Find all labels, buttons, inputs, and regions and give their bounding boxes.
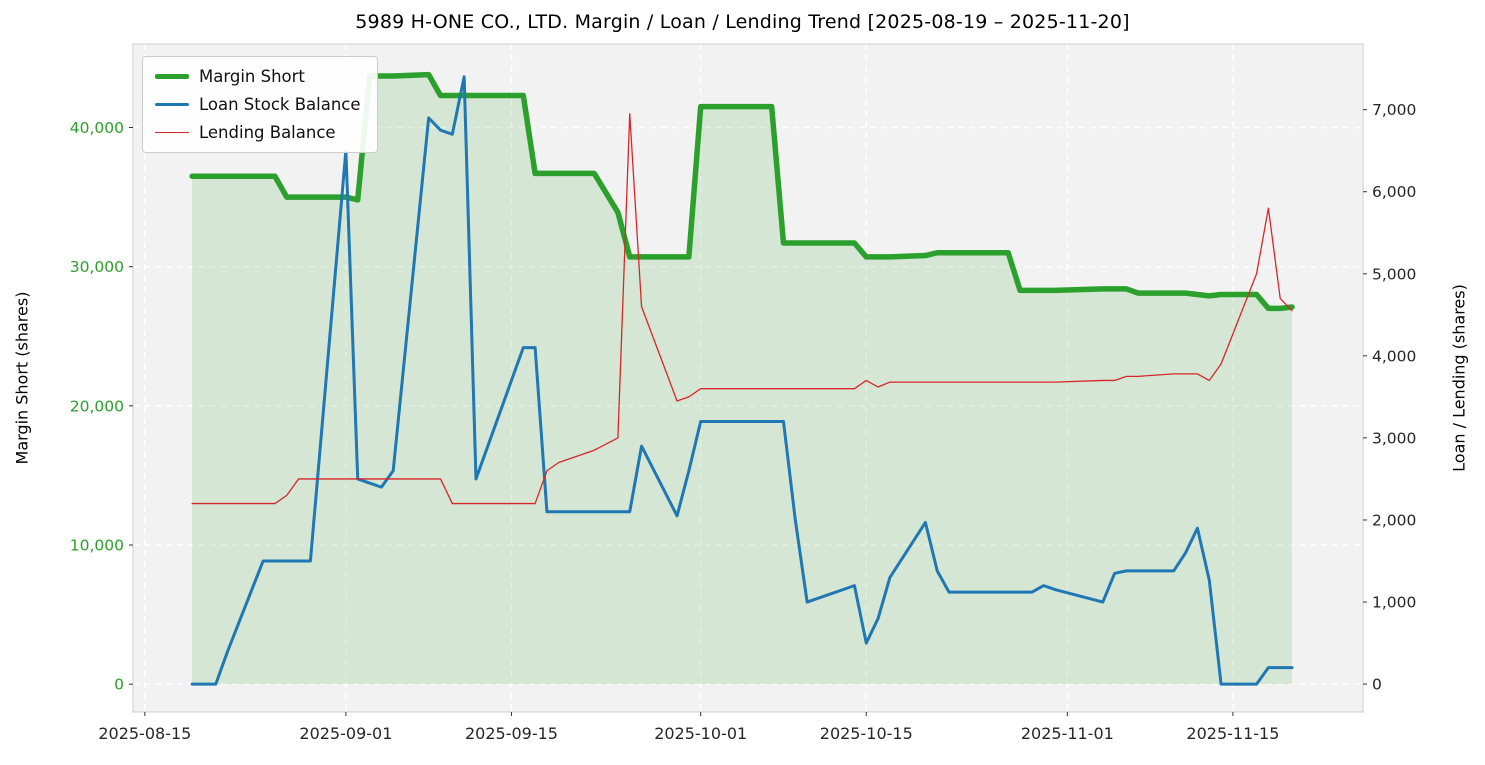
loan-stock-balance-swatch bbox=[155, 103, 189, 106]
right-tick-label: 1,000 bbox=[1372, 594, 1416, 612]
right-axis-label: Loan / Lending (shares) bbox=[1449, 284, 1469, 472]
plot-border bbox=[132, 43, 1364, 713]
plot-background bbox=[133, 44, 1363, 712]
left-axis-label: Margin Short (shares) bbox=[12, 291, 32, 465]
lending-balance-line bbox=[191, 113, 1293, 505]
margin-short-swatch bbox=[155, 73, 189, 80]
gridlines bbox=[133, 44, 1363, 712]
x-tick-label: 2025-10-01 bbox=[654, 724, 747, 743]
right-tick-label: 6,000 bbox=[1372, 183, 1416, 201]
left-tick-label: 40,000 bbox=[70, 119, 124, 137]
x-tick-label: 2025-10-15 bbox=[820, 724, 913, 743]
x-tick-label: 2025-11-15 bbox=[1186, 724, 1279, 743]
legend-item-loan-stock-balance: Loan Stock Balance bbox=[155, 95, 361, 114]
left-tick-label: 0 bbox=[114, 676, 124, 694]
x-tick-label: 2025-08-15 bbox=[98, 724, 191, 743]
left-tick-label: 30,000 bbox=[70, 258, 124, 276]
legend-item-margin-short: Margin Short bbox=[155, 67, 361, 86]
chart-legend: Margin Short Loan Stock Balance Lending … bbox=[142, 56, 378, 153]
left-tick-label: 20,000 bbox=[70, 397, 124, 415]
legend-label-loan-stock-balance: Loan Stock Balance bbox=[199, 95, 361, 114]
loan-stock-balance-line bbox=[190, 75, 1294, 686]
right-tick-label: 5,000 bbox=[1372, 265, 1416, 283]
right-tick-label: 4,000 bbox=[1372, 347, 1416, 365]
right-tick-label: 7,000 bbox=[1372, 101, 1416, 119]
right-tick-label: 2,000 bbox=[1372, 511, 1416, 529]
x-tick-label: 2025-09-15 bbox=[465, 724, 558, 743]
legend-label-lending-balance: Lending Balance bbox=[199, 123, 336, 142]
chart-title: 5989 H-ONE CO., LTD. Margin / Loan / Len… bbox=[355, 11, 1130, 33]
x-tick-label: 2025-11-01 bbox=[1021, 724, 1114, 743]
x-tick-label: 2025-09-01 bbox=[299, 724, 392, 743]
left-tick-label: 10,000 bbox=[70, 537, 124, 555]
legend-item-lending-balance: Lending Balance bbox=[155, 123, 361, 142]
lending-balance-swatch bbox=[155, 131, 189, 134]
right-tick-label: 3,000 bbox=[1372, 429, 1416, 447]
legend-label-margin-short: Margin Short bbox=[199, 67, 305, 86]
tick-labels: 0 10,000 20,000 30,000 40,000 0 1,000 2,000 3,00… bbox=[70, 101, 1417, 743]
right-tick-label: 0 bbox=[1372, 676, 1382, 694]
